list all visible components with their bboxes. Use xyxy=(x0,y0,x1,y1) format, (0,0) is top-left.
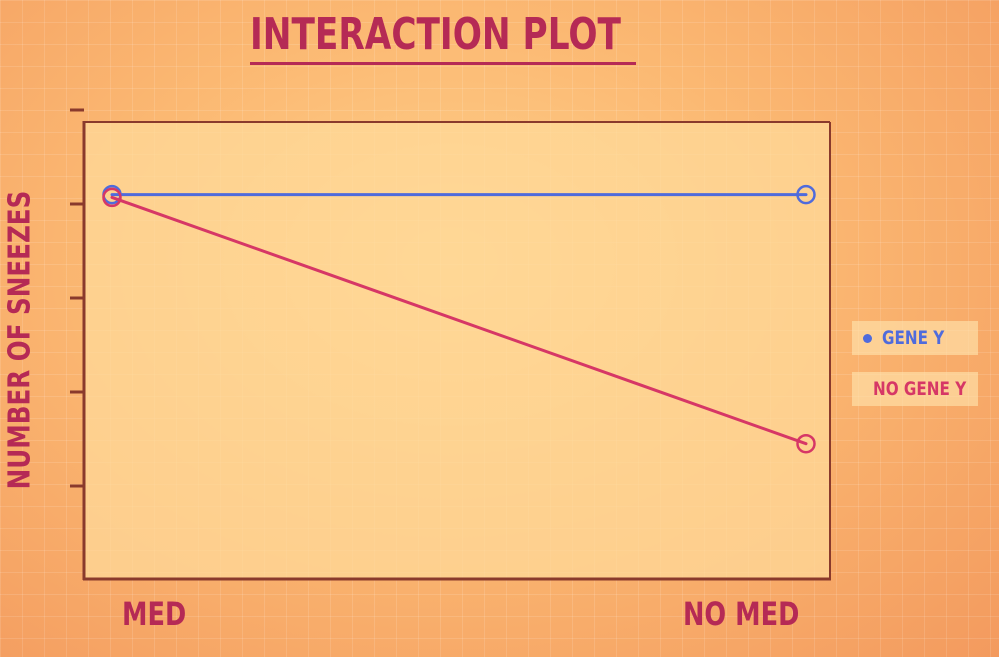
x-tick-label-text: NO MED xyxy=(683,595,800,633)
plot-area xyxy=(84,122,830,579)
x-tick-label-med: MED xyxy=(122,594,202,634)
title-underline xyxy=(250,62,636,65)
legend-item-gene-y: GENE Y xyxy=(852,321,978,355)
x-tick-label-no-med: NO MED xyxy=(683,594,828,634)
data-point-no-gene-y-med xyxy=(102,187,122,208)
x-tick-label-text: MED xyxy=(122,595,187,633)
data-point-no-gene-y-no-med xyxy=(796,433,816,454)
legend-item-no-gene-y: NO GENE Y xyxy=(852,372,978,406)
series-line-no-gene-y xyxy=(110,195,808,446)
legend-marker-gene-y xyxy=(863,333,872,343)
legend-label-gene-y: GENE Y xyxy=(882,327,945,349)
data-point-gene-y-no-med xyxy=(796,184,816,205)
legend-label-no-gene-y: NO GENE Y xyxy=(873,378,967,400)
chart-title: INTERACTION PLOT xyxy=(250,9,621,60)
